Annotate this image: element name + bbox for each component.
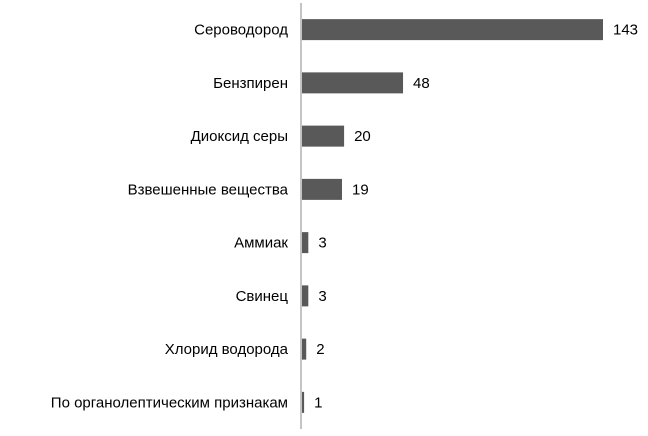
bar: [302, 125, 345, 147]
category-label: Диоксид серы: [191, 128, 288, 145]
value-label: 3: [318, 235, 326, 252]
category-label: По органолептическим признакам: [51, 394, 288, 411]
value-label: 19: [352, 181, 369, 198]
value-label: 1: [314, 394, 322, 411]
bar: [302, 391, 305, 413]
category-label: Бензпирен: [213, 75, 288, 92]
category-label: Аммиак: [234, 235, 288, 252]
bar: [302, 19, 603, 41]
value-label: 3: [318, 288, 326, 305]
bar: [302, 285, 309, 307]
category-label: Взвешенные вещества: [128, 181, 289, 198]
value-label: 143: [613, 22, 638, 39]
category-label: Сероводород: [194, 22, 288, 39]
value-label: 2: [316, 341, 324, 358]
bar: [302, 72, 404, 94]
bar: [302, 178, 342, 200]
bar: [302, 232, 309, 254]
value-label: 20: [354, 128, 371, 145]
category-label: Свинец: [236, 288, 289, 305]
category-label: Хлорид водорода: [165, 341, 289, 358]
bar: [302, 338, 307, 360]
value-label: 48: [413, 75, 430, 92]
